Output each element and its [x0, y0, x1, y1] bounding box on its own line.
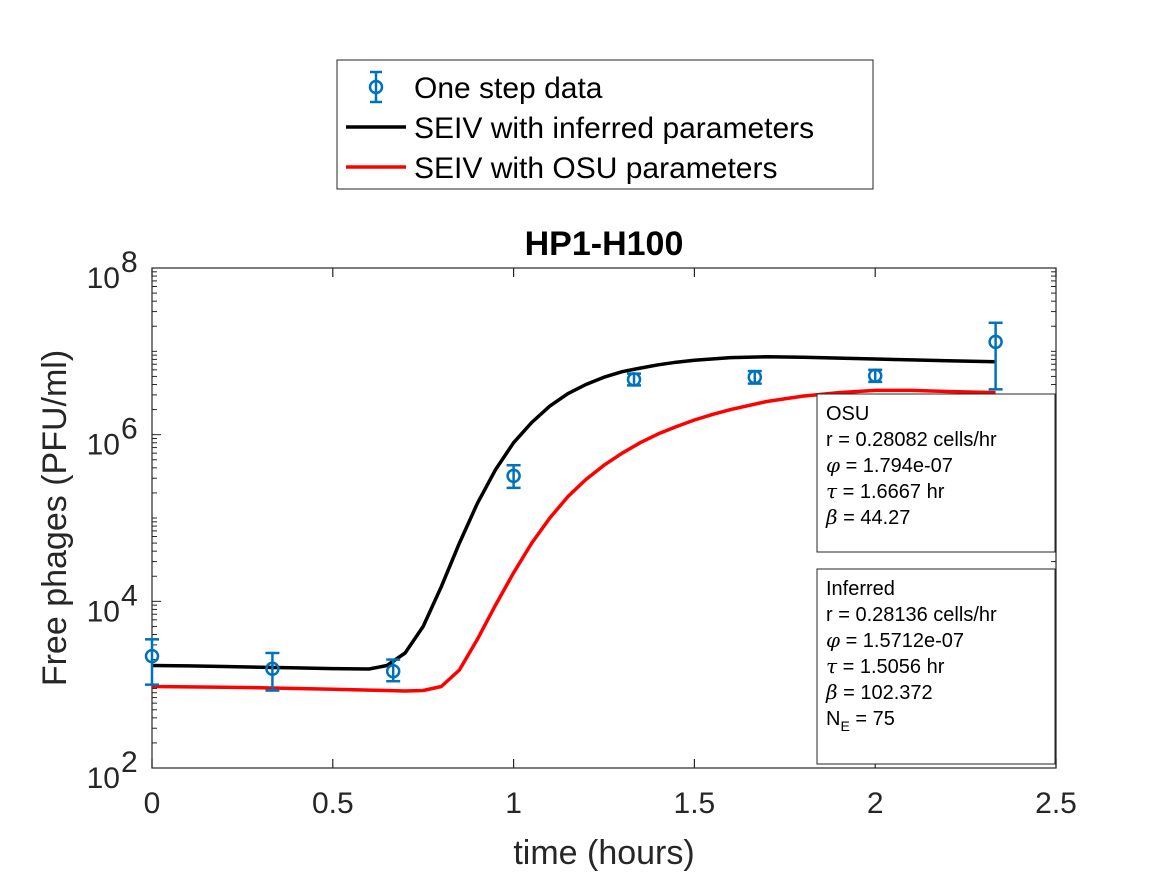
- data-point: [506, 463, 521, 490]
- annotation-line: r = 0.28082 cells/hr: [826, 429, 997, 451]
- x-tick-label: 2: [867, 787, 884, 820]
- series-line: [151, 388, 996, 693]
- point-marker: [747, 369, 763, 385]
- x-tick-label: 1.5: [674, 787, 716, 820]
- y-tick-label-exponent: 2: [121, 746, 138, 779]
- point-marker: [144, 648, 160, 664]
- y-tick-label-base: 10: [87, 762, 120, 795]
- y-axis-title: Free phages (PFU/ml): [36, 350, 74, 686]
- y-tick-label: 10 6: [87, 413, 138, 462]
- y-tick-label: 10 8: [87, 246, 138, 295]
- annotation-inferred: Inferred r = 0.28136 cells/hrφ = 1.5712e-…: [816, 568, 1056, 765]
- annotation-line: φ = 1.5712e-07: [826, 628, 964, 652]
- y-tick-label: 10 2: [87, 746, 138, 795]
- x-tick-label: 1: [505, 787, 522, 820]
- data-point: [747, 369, 763, 385]
- legend-entry-osu: SEIV with OSU parameters: [346, 152, 777, 185]
- annotation-osu: OSU r = 0.28082 cells/hrφ = 1.794e-07τ = …: [816, 393, 1056, 553]
- x-axis-title: time (hours): [513, 834, 694, 872]
- annotation-line: Inferred: [826, 578, 895, 600]
- data-point: [265, 651, 280, 692]
- y-tick-label-base: 10: [87, 262, 120, 295]
- annotation-line: τ = 1.5056 hr: [826, 654, 945, 678]
- legend-entry-inferred: SEIV with inferred parameters: [346, 112, 814, 145]
- data-point: [385, 658, 401, 683]
- legend-label-inferred: SEIV with inferred parameters: [414, 112, 814, 145]
- point-marker: [626, 372, 642, 387]
- point-marker: [385, 663, 401, 679]
- y-tick-label-base: 10: [87, 429, 120, 462]
- point-marker: [867, 368, 883, 383]
- annotation-line: φ = 1.794e-07: [826, 453, 953, 477]
- legend-label-one-step: One step data: [414, 72, 603, 105]
- data-point: [988, 321, 1003, 391]
- annotation-line: r = 0.28136 cells/hr: [826, 604, 997, 626]
- y-tick-label-exponent: 4: [121, 579, 138, 612]
- x-tick-label: 0: [144, 787, 161, 820]
- legend-entry-one-step: One step data: [368, 70, 603, 105]
- annotation-line: β = 44.27: [825, 505, 910, 529]
- y-tick-label: 10 4: [87, 579, 138, 628]
- annotation-line: β = 102.372: [825, 680, 933, 704]
- chart-title: HP1-H100: [525, 225, 684, 263]
- annotation-line: τ = 1.6667 hr: [826, 479, 945, 503]
- y-tick-label-base: 10: [87, 595, 120, 628]
- x-tick-label: 0.5: [312, 787, 354, 820]
- annotation-line: NE = 75: [826, 708, 895, 734]
- data-point: [867, 368, 883, 384]
- legend-label-osu: SEIV with OSU parameters: [414, 152, 777, 185]
- y-tick-label-exponent: 6: [121, 413, 138, 446]
- annotation-line: OSU: [826, 403, 869, 425]
- y-tick-label-exponent: 8: [121, 246, 138, 279]
- x-tick-labels: 0 0.5 1 1.5 2 2.5: [144, 787, 1077, 820]
- series-line: [151, 355, 996, 671]
- x-tick-label: 2.5: [1035, 787, 1077, 820]
- series-data-points: [144, 321, 1003, 692]
- data-point: [626, 372, 642, 387]
- point-marker: [988, 334, 1003, 350]
- data-point: [144, 638, 160, 686]
- point-marker: [265, 661, 280, 677]
- point-marker: [506, 468, 521, 484]
- legend: One step data SEIV with inferred paramet…: [336, 59, 874, 190]
- series-curves: [151, 355, 996, 693]
